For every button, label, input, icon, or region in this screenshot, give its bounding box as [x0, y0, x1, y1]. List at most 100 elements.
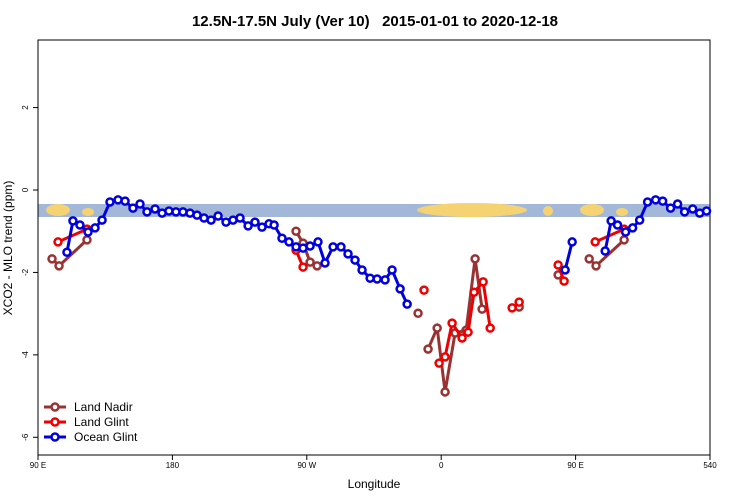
data-point — [53, 237, 63, 247]
data-point — [559, 276, 569, 286]
data-point — [343, 249, 353, 259]
data-point — [514, 297, 524, 307]
data-point — [600, 246, 610, 256]
data-point — [590, 237, 600, 247]
data-point — [350, 255, 360, 265]
legend-marker — [50, 417, 60, 427]
data-point — [679, 207, 690, 217]
data-point — [469, 287, 479, 297]
series — [53, 224, 629, 368]
series-line — [563, 241, 574, 271]
data-point — [150, 204, 160, 214]
y-axis-label: XCO2 - MLO trend (ppm) — [1, 181, 15, 316]
data-point — [47, 254, 57, 264]
data-point — [298, 262, 308, 272]
x-tick-label: 540 — [703, 461, 717, 470]
data-point — [284, 237, 294, 247]
data-point — [380, 275, 390, 285]
data-point — [470, 254, 480, 264]
data-point — [434, 358, 444, 368]
data-point — [447, 318, 457, 328]
chart-title: 12.5N-17.5N July (Ver 10) 2015-01-01 to … — [192, 13, 558, 30]
data-point — [75, 220, 85, 230]
y-tick-label: -6 — [21, 433, 30, 441]
data-point — [672, 199, 683, 209]
data-point — [90, 223, 100, 233]
legend-label: Land Nadir — [74, 400, 133, 414]
data-point — [440, 352, 450, 362]
data-point — [357, 265, 367, 275]
y-tick-label: 2 — [21, 105, 30, 110]
data-point — [665, 203, 676, 213]
data-point — [612, 220, 623, 230]
y-tick-label: -4 — [21, 351, 30, 359]
data-point — [402, 299, 412, 309]
data-point — [560, 265, 570, 275]
data-point — [312, 261, 322, 271]
data-point — [68, 216, 78, 226]
data-point — [313, 237, 323, 247]
x-tick-label: 180 — [166, 461, 180, 470]
data-point — [128, 203, 138, 213]
x-tick-label: 0 — [439, 461, 444, 470]
plot-frame — [37, 39, 711, 456]
legend-label: Land Glint — [74, 415, 129, 429]
data-point — [305, 257, 315, 267]
data-point — [235, 213, 245, 223]
data-point — [105, 197, 115, 207]
data-point — [619, 235, 629, 245]
data-point — [463, 327, 473, 337]
data-point — [213, 211, 223, 221]
data-point — [657, 196, 668, 206]
data-point — [277, 233, 287, 243]
series-line — [57, 227, 88, 244]
data-point — [507, 303, 517, 313]
data-point — [627, 223, 638, 233]
data-point — [135, 199, 145, 209]
data-point — [567, 237, 577, 247]
data-point — [419, 285, 429, 295]
data-point — [634, 215, 645, 225]
data-point — [606, 216, 616, 226]
data-point — [553, 260, 563, 270]
data-point — [291, 226, 301, 236]
data-point — [269, 220, 279, 230]
x-tick-label: 90 E — [567, 461, 583, 470]
data-point — [336, 242, 346, 252]
y-tick-label: 0 — [21, 187, 30, 192]
data-point — [120, 196, 130, 206]
legend-marker — [50, 402, 60, 412]
data-point — [413, 308, 423, 318]
legend-label: Ocean Glint — [74, 430, 138, 444]
data-point — [142, 207, 152, 217]
data-point — [320, 258, 330, 268]
data-point — [485, 323, 495, 333]
data-point — [206, 215, 216, 225]
data-point — [642, 197, 653, 207]
x-tick-label: 90 E — [30, 461, 46, 470]
data-point — [54, 261, 64, 271]
y-tick-label: -2 — [21, 268, 30, 276]
data-point — [457, 333, 467, 343]
data-point — [477, 304, 487, 314]
data-point — [478, 277, 488, 287]
data-point — [687, 204, 698, 214]
data-point — [82, 235, 92, 245]
x-axis-label: Longitude — [348, 477, 401, 491]
data-point — [257, 222, 267, 232]
data-point — [305, 241, 315, 251]
data-point — [432, 323, 442, 333]
legend-marker — [50, 432, 60, 442]
x-tick-label: 90 W — [297, 461, 316, 470]
series — [47, 226, 629, 397]
data-point — [423, 344, 433, 354]
data-point — [243, 221, 253, 231]
series — [62, 195, 712, 309]
data-point — [701, 206, 712, 216]
data-point — [328, 242, 338, 252]
series-line — [438, 278, 492, 365]
data-point — [440, 387, 450, 397]
data-point — [97, 215, 107, 225]
